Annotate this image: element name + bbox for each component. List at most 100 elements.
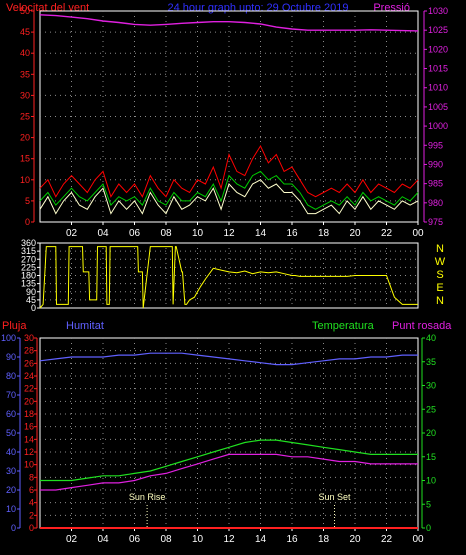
humidity-axis-tick-label: 60: [6, 409, 16, 419]
p1-right-axis-tick-label: 1015: [428, 64, 448, 74]
p2-left-axis-tick-label: 180: [21, 271, 36, 281]
p1-left-axis-tick-label: 25: [20, 112, 30, 122]
humidity-axis-tick-label: 20: [6, 485, 16, 495]
p1-x-tick-label: 14: [255, 228, 267, 239]
p2-left-axis-tick-label: 270: [21, 254, 36, 264]
p3-x-tick-label: 02: [66, 534, 78, 545]
p3-x-tick-label: 04: [97, 534, 109, 545]
wind-direction-line: [39, 246, 418, 309]
temperature-axis-tick-label: 30: [426, 381, 436, 391]
compass-label: N: [436, 295, 444, 307]
rain-axis-tick-label: 0: [29, 523, 34, 533]
compass-label: N: [436, 243, 444, 255]
p1-x-tick-label: 00: [412, 228, 424, 239]
p2-left-axis-tick-label: 45: [26, 295, 36, 305]
temperature-axis-tick-label: 0: [426, 523, 431, 533]
p1-right-axis-tick-label: 975: [428, 217, 443, 227]
rain-axis-tick-label: 26: [24, 358, 34, 368]
humidity-line: [39, 352, 418, 366]
humidity-axis-tick-label: 80: [6, 371, 16, 381]
humidity-axis-tick-label: 0: [11, 523, 16, 533]
rain-axis-tick-label: 20: [24, 396, 34, 406]
humidity-axis-tick-label: 90: [6, 352, 16, 362]
p1-left-axis-tick-label: 40: [20, 48, 30, 58]
p3-x-tick-label: 14: [255, 534, 267, 545]
p3-x-tick-label: 20: [349, 534, 361, 545]
p1-left-axis-tick-label: 30: [20, 90, 30, 100]
p2-left-axis-tick-label: 0: [31, 303, 36, 313]
temperature-axis-tick-label: 40: [426, 333, 436, 343]
p1-x-tick-label: 10: [192, 228, 204, 239]
rain-axis-tick-label: 14: [24, 434, 34, 444]
wind-pressure-panel: 0510152025303540455097598098599099510001…: [20, 6, 448, 239]
p2-left-axis-tick-label: 315: [21, 246, 36, 256]
wind-gust-line: [39, 144, 419, 198]
humidity-axis-tick-label: 30: [6, 466, 16, 476]
p1-right-axis-tick-label: 1005: [428, 102, 448, 112]
humidity-axis-tick-label: 50: [6, 428, 16, 438]
temp-humidity-panel: 0102030405060708090100024681012141618202…: [1, 333, 436, 545]
p3-x-tick-label: 22: [381, 534, 393, 545]
p1-x-tick-label: 08: [160, 228, 172, 239]
p1-right-axis-tick-label: 1025: [428, 25, 448, 35]
temperature-axis-tick-label: 15: [426, 452, 436, 462]
p3-x-tick-label: 16: [286, 534, 298, 545]
compass-label: W: [435, 256, 446, 268]
p1-right-axis-tick-label: 1020: [428, 44, 448, 54]
humidity-axis-tick-label: 70: [6, 390, 16, 400]
wind-average-line: [39, 170, 419, 210]
pressure-line: [39, 14, 419, 32]
p1-x-tick-label: 02: [66, 228, 78, 239]
p1-right-axis-tick-label: 1030: [428, 6, 448, 16]
rain-axis-tick-label: 18: [24, 409, 34, 419]
p1-x-tick-label: 18: [318, 228, 330, 239]
p1-right-axis-tick-label: 995: [428, 140, 443, 150]
rain-axis-tick-label: 10: [24, 460, 34, 470]
temperature-line: [40, 439, 418, 482]
p1-x-tick-label: 04: [97, 228, 109, 239]
p1-left-axis-tick-label: 10: [20, 175, 30, 185]
rain-axis-tick-label: 22: [24, 384, 34, 394]
rain-axis-tick-label: 2: [29, 510, 34, 520]
p1-x-tick-label: 06: [129, 228, 141, 239]
wind-speed-axis-title: Velocitat del vent: [6, 2, 89, 14]
p1-x-tick-label: 16: [286, 228, 298, 239]
p1-left-axis-tick-label: 5: [25, 196, 30, 206]
wind-speed-line: [39, 179, 419, 215]
dewpoint-line: [40, 453, 418, 491]
p1-right-axis-tick-label: 990: [428, 159, 443, 169]
p3-x-tick-label: 12: [223, 534, 235, 545]
p3-x-tick-label: 18: [318, 534, 330, 545]
p2-left-axis-tick-label: 90: [26, 287, 36, 297]
rain-axis-tick-label: 30: [24, 333, 34, 343]
p1-left-axis-tick-label: 50: [20, 6, 30, 16]
sunset-label: Sun Set: [319, 492, 352, 502]
p3-x-tick-label: 00: [412, 534, 424, 545]
humidity-axis-tick-label: 100: [1, 333, 16, 343]
compass-label: E: [436, 282, 443, 294]
p1-right-axis-tick-label: 980: [428, 198, 443, 208]
humidity-axis-title: Humitat: [66, 320, 104, 332]
dewpoint-axis-title: Punt rosada: [392, 320, 452, 332]
humidity-axis-tick-label: 10: [6, 504, 16, 514]
chart-title: 24 hour graph upto: 29 Octubre 2019: [167, 2, 348, 14]
p2-left-axis-tick-label: 360: [21, 238, 36, 248]
rain-axis-tick-label: 6: [29, 485, 34, 495]
p1-right-axis-tick-label: 1000: [428, 121, 448, 131]
p1-right-axis-tick-label: 985: [428, 179, 443, 189]
p2-left-axis-tick-label: 225: [21, 262, 36, 272]
compass-label: S: [436, 269, 443, 281]
temperature-axis-tick-label: 25: [426, 404, 436, 414]
rain-axis-tick-label: 12: [24, 447, 34, 457]
temperature-axis-tick-label: 5: [426, 499, 431, 509]
p1-left-axis-tick-label: 15: [20, 154, 30, 164]
pressure-axis-title: Pressió: [373, 2, 410, 14]
rain-axis-tick-label: 28: [24, 346, 34, 356]
p2-left-axis-tick-label: 135: [21, 279, 36, 289]
temperature-axis-tick-label: 20: [426, 428, 436, 438]
p1-left-axis-tick-label: 20: [20, 133, 30, 143]
p1-left-axis-tick-label: 45: [20, 27, 30, 37]
p1-left-axis-tick-label: 0: [25, 217, 30, 227]
